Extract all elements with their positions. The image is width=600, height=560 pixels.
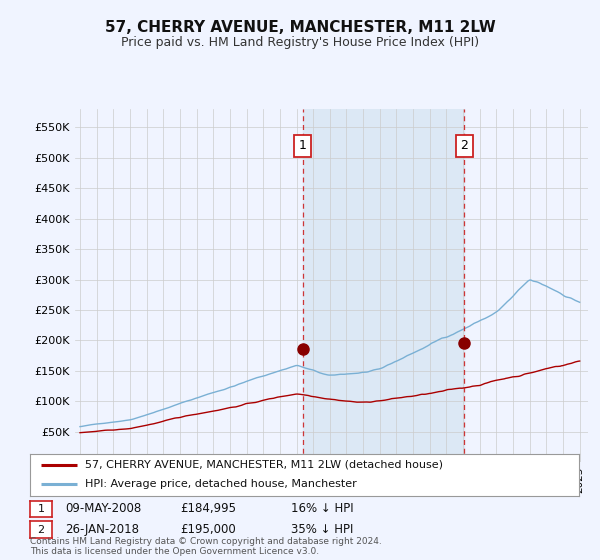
- Bar: [302, 109, 464, 462]
- Text: 09-MAY-2008: 09-MAY-2008: [65, 502, 141, 515]
- Text: Price paid vs. HM Land Registry's House Price Index (HPI): Price paid vs. HM Land Registry's House …: [121, 36, 479, 49]
- Text: 2: 2: [38, 525, 44, 535]
- Text: 16% ↓ HPI: 16% ↓ HPI: [291, 502, 353, 515]
- Text: £195,000: £195,000: [180, 522, 236, 536]
- Text: 57, CHERRY AVENUE, MANCHESTER, M11 2LW (detached house): 57, CHERRY AVENUE, MANCHESTER, M11 2LW (…: [85, 460, 443, 470]
- Text: Contains HM Land Registry data © Crown copyright and database right 2024.
This d: Contains HM Land Registry data © Crown c…: [30, 536, 382, 556]
- Text: HPI: Average price, detached house, Manchester: HPI: Average price, detached house, Manc…: [85, 479, 356, 489]
- Text: 1: 1: [38, 504, 44, 514]
- Text: 2: 2: [460, 139, 468, 152]
- Text: 35% ↓ HPI: 35% ↓ HPI: [291, 522, 353, 536]
- Text: 26-JAN-2018: 26-JAN-2018: [65, 522, 139, 536]
- Text: £184,995: £184,995: [180, 502, 236, 515]
- Text: 1: 1: [299, 139, 307, 152]
- Text: 57, CHERRY AVENUE, MANCHESTER, M11 2LW: 57, CHERRY AVENUE, MANCHESTER, M11 2LW: [104, 20, 496, 35]
